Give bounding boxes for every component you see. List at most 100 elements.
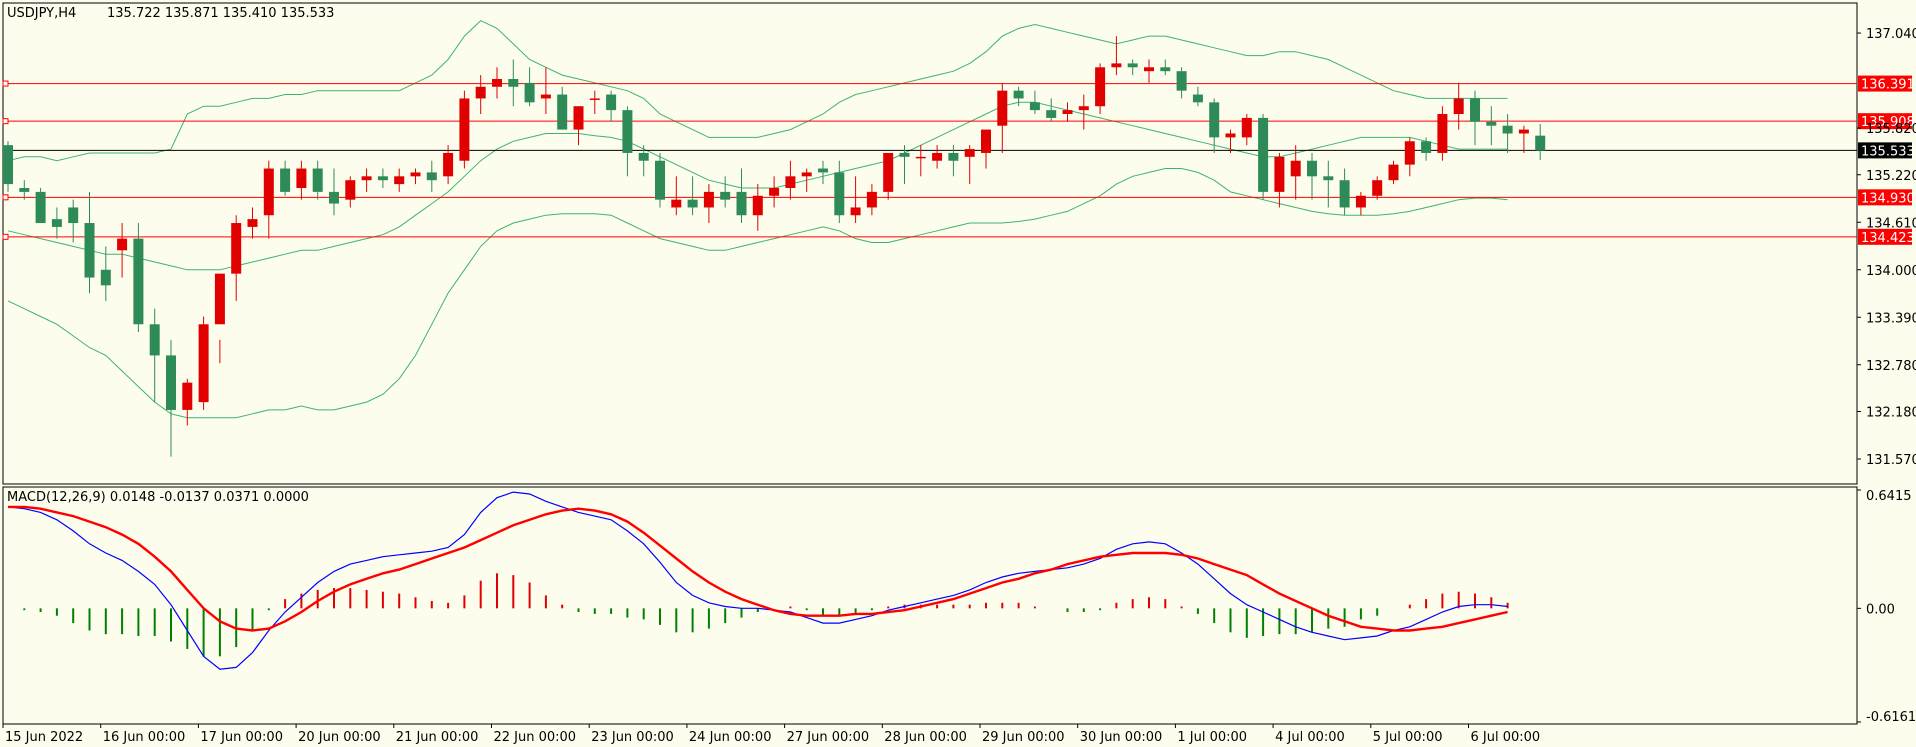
candle-body bbox=[1453, 98, 1464, 115]
candle-body bbox=[915, 156, 926, 159]
level-handle[interactable] bbox=[2, 194, 9, 201]
candle-body bbox=[703, 191, 714, 208]
candle-body bbox=[410, 172, 421, 177]
candle-body bbox=[492, 78, 502, 87]
time-axis-label: 20 Jun 00:00 bbox=[298, 730, 381, 745]
candle-body bbox=[1144, 67, 1154, 72]
candle-body bbox=[1470, 98, 1480, 122]
candle-body bbox=[443, 152, 454, 177]
candle-body bbox=[508, 78, 519, 87]
price-axis-badge bbox=[1858, 142, 1912, 159]
candle-body bbox=[981, 129, 991, 153]
price-axis-label: 134.930 bbox=[1861, 191, 1915, 206]
candle-body bbox=[1518, 129, 1529, 134]
candle-body bbox=[1388, 164, 1399, 181]
time-axis-label: 17 Jun 00:00 bbox=[200, 730, 283, 745]
candle-body bbox=[1127, 63, 1138, 68]
candle-body bbox=[801, 172, 812, 177]
price-axis-label: 132.180 bbox=[1866, 405, 1916, 420]
candle-body bbox=[1421, 141, 1432, 153]
price-axis-label: 137.040 bbox=[1866, 27, 1916, 42]
candle-body bbox=[1535, 135, 1546, 151]
time-axis-label: 6 Jul 00:00 bbox=[1471, 730, 1541, 745]
candle-body bbox=[1078, 106, 1089, 111]
candle-body bbox=[182, 382, 193, 410]
candle-body bbox=[834, 172, 845, 216]
price-axis-badge bbox=[1858, 228, 1912, 245]
candle-body bbox=[736, 191, 747, 216]
price-axis-label: 133.390 bbox=[1866, 311, 1916, 326]
candle-body bbox=[557, 94, 568, 130]
candle-body bbox=[329, 191, 339, 204]
candle-body bbox=[459, 98, 470, 161]
candle-body bbox=[850, 207, 861, 216]
candle-body bbox=[475, 86, 486, 99]
candle-body bbox=[1404, 141, 1415, 165]
level-handle[interactable] bbox=[2, 80, 9, 87]
candle-body bbox=[231, 223, 242, 274]
candle-body bbox=[345, 180, 356, 200]
candle-body bbox=[1095, 67, 1106, 107]
candle-body bbox=[3, 145, 13, 185]
ohlc-header: 135.722 135.871 135.410 135.533 bbox=[107, 6, 334, 21]
price-axis-label: 134.000 bbox=[1866, 264, 1916, 279]
candle-body bbox=[655, 160, 665, 200]
candle-body bbox=[312, 168, 323, 192]
candle-body bbox=[638, 152, 649, 161]
macd-axis-label: 0.00 bbox=[1866, 602, 1895, 617]
macd-axis-label: 0.6415 bbox=[1866, 489, 1912, 504]
candle-body bbox=[1274, 156, 1285, 192]
price-axis-label: 135.220 bbox=[1866, 169, 1916, 184]
candle-body bbox=[1176, 71, 1187, 91]
candle-body bbox=[149, 324, 160, 356]
candle-body bbox=[573, 106, 584, 130]
price-axis-label: 134.423 bbox=[1861, 231, 1915, 246]
time-axis-label: 28 Jun 00:00 bbox=[884, 730, 967, 745]
candle-body bbox=[1437, 114, 1448, 153]
candle-body bbox=[1372, 180, 1383, 196]
macd-signal-line bbox=[8, 505, 1508, 632]
candle-body bbox=[394, 176, 405, 185]
candle-body bbox=[769, 187, 780, 196]
symbol-header: USDJPY,H4 bbox=[7, 6, 76, 21]
time-axis-label: 4 Jul 00:00 bbox=[1275, 730, 1345, 745]
macd-line bbox=[7, 491, 1508, 670]
candle-body bbox=[540, 94, 551, 99]
candle-body bbox=[1160, 67, 1171, 72]
candle-body bbox=[1013, 90, 1024, 99]
main-pane-border bbox=[2, 2, 1858, 485]
price-levels bbox=[2, 80, 1857, 240]
candle-body bbox=[296, 168, 307, 188]
price-axis-badge bbox=[1858, 75, 1912, 92]
candle-body bbox=[866, 191, 877, 208]
price-axis-label: 131.570 bbox=[1866, 453, 1916, 468]
candle-body bbox=[1502, 125, 1513, 134]
candle-body bbox=[166, 355, 176, 410]
price-axis-badge bbox=[1858, 189, 1912, 206]
candle-body bbox=[589, 98, 600, 100]
candle-body bbox=[606, 94, 617, 111]
candle-body bbox=[1225, 133, 1236, 138]
candle-body bbox=[687, 199, 698, 208]
level-handle[interactable] bbox=[2, 233, 9, 240]
candle-body bbox=[35, 191, 46, 224]
time-axis-label: 5 Jul 00:00 bbox=[1373, 730, 1443, 745]
level-handle[interactable] bbox=[2, 118, 9, 125]
time-axis-label: 1 Jul 00:00 bbox=[1177, 730, 1247, 745]
candle-body bbox=[964, 149, 975, 157]
candle-body bbox=[622, 110, 633, 153]
time-axis-label: 23 Jun 00:00 bbox=[591, 730, 674, 745]
macd-header: MACD(12,26,9) 0.0148 -0.0137 0.0371 0.00… bbox=[7, 490, 309, 505]
candle-body bbox=[68, 207, 79, 224]
candle-body bbox=[426, 172, 437, 181]
candle-body bbox=[948, 152, 959, 161]
time-axis-label: 30 Jun 00:00 bbox=[1080, 730, 1163, 745]
candle-body bbox=[1209, 102, 1220, 138]
candle-body bbox=[198, 324, 209, 403]
candle-body bbox=[818, 168, 828, 173]
candle-body bbox=[247, 219, 258, 227]
candle-body bbox=[752, 195, 763, 216]
candle-body bbox=[1290, 160, 1301, 177]
price-axis-label: 135.820 bbox=[1866, 122, 1916, 137]
